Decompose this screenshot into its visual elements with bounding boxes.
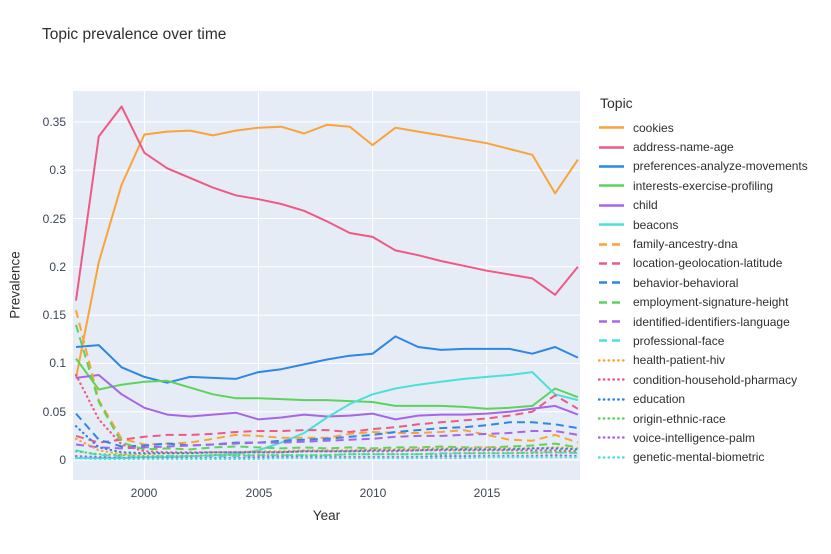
legend-label: professional-face xyxy=(633,333,725,348)
legend-label: interests-exercise-profiling xyxy=(633,178,774,193)
legend-item-behavior-behavioral[interactable]: behavior-behavioral xyxy=(598,273,828,292)
chart-title: Topic prevalence over time xyxy=(42,26,227,43)
legend-swatch-dot-icon xyxy=(598,397,625,401)
y-tick-label: 0.1 xyxy=(49,356,66,370)
legend-item-employment-signature-height[interactable]: employment-signature-height xyxy=(598,293,828,312)
legend-swatch-solid-icon xyxy=(599,165,624,168)
legend-label: condition-household-pharmacy xyxy=(633,372,798,387)
legend-item-health-patient-hiv[interactable]: health-patient-hiv xyxy=(598,351,828,370)
legend-item-cookies[interactable]: cookies xyxy=(598,118,828,137)
legend-item-condition-household-pharmacy[interactable]: condition-household-pharmacy xyxy=(598,370,828,389)
legend-label: cookies xyxy=(633,120,674,135)
legend-item-child[interactable]: child xyxy=(598,196,828,215)
legend-item-professional-face[interactable]: professional-face xyxy=(598,331,828,350)
legend-swatch-dot-icon xyxy=(598,456,625,459)
legend-swatch-solid-icon xyxy=(599,223,624,226)
legend-swatch-solid-icon xyxy=(599,184,624,188)
y-tick-label: 0.3 xyxy=(49,163,66,177)
x-axis-title: Year xyxy=(312,508,341,523)
plot-area[interactable] xyxy=(73,91,580,480)
y-tick-label: 0.35 xyxy=(42,115,66,129)
series-line-origin-ethnic-race xyxy=(74,450,579,458)
y-tick-label: 0.05 xyxy=(42,405,66,419)
legend-item-voice-intelligence-palm[interactable]: voice-intelligence-palm xyxy=(598,428,828,447)
legend-swatch-dash-icon xyxy=(599,301,624,304)
legend-items: cookies address-name-age preferences-analy… xyxy=(598,118,828,467)
legend-item-location-geolocation-latitude[interactable]: location-geolocation-latitude xyxy=(598,254,828,273)
legend-label: family-ancestry-dna xyxy=(633,237,738,252)
legend-label: location-geolocation-latitude xyxy=(633,256,783,271)
legend-item-address-name-age[interactable]: address-name-age xyxy=(598,137,828,156)
legend-label: origin-ethnic-race xyxy=(633,411,726,426)
plot-background xyxy=(73,91,580,480)
legend-swatch-dash-icon xyxy=(599,242,624,246)
legend-swatch-dash-icon xyxy=(599,262,624,265)
series-line-interests-exercise-profiling xyxy=(75,358,579,410)
y-tick-label: 0 xyxy=(59,453,66,467)
legend-label: child xyxy=(633,198,658,213)
legend-item-origin-ethnic-race[interactable]: origin-ethnic-race xyxy=(598,409,828,428)
legend-label: address-name-age xyxy=(633,140,734,155)
y-tick-label: 0.25 xyxy=(42,212,66,226)
series-line-behavior-behavioral xyxy=(75,412,579,448)
series-line-identified-identifiers-language xyxy=(75,430,579,450)
legend-swatch-dash-icon xyxy=(599,320,624,323)
legend-swatch-dot-icon xyxy=(598,436,625,440)
x-tick-label: 2005 xyxy=(245,486,273,500)
legend-item-preferences-analyze-movements[interactable]: preferences-analyze-movements xyxy=(598,157,828,176)
legend-label: genetic-mental-biometric xyxy=(633,450,765,465)
series-line-genetic-mental-biometric xyxy=(74,456,579,461)
legend-item-education[interactable]: education xyxy=(598,389,828,408)
legend-label: beacons xyxy=(633,217,679,232)
legend-swatch-dot-icon xyxy=(598,417,625,420)
y-tick-label: 0.15 xyxy=(42,308,66,322)
legend: Topic cookies address-name-age preferences… xyxy=(598,95,828,467)
legend-label: preferences-analyze-movements xyxy=(633,159,808,174)
legend-item-family-ancestry-dna[interactable]: family-ancestry-dna xyxy=(598,234,828,253)
series-line-location-geolocation-latitude xyxy=(75,394,579,444)
x-tick-label: 2000 xyxy=(130,486,158,500)
legend-swatch-dot-icon xyxy=(598,378,625,381)
legend-label: identified-identifiers-language xyxy=(633,314,790,329)
series-line-cookies xyxy=(75,123,579,379)
y-tick-label: 0.2 xyxy=(49,260,66,274)
legend-label: employment-signature-height xyxy=(633,295,789,310)
legend-label: health-patient-hiv xyxy=(633,353,726,368)
legend-title: Topic xyxy=(600,95,633,111)
series-line-education xyxy=(74,425,579,455)
legend-item-interests-exercise-profiling[interactable]: interests-exercise-profiling xyxy=(598,176,828,195)
series-line-address-name-age xyxy=(75,105,579,301)
legend-swatch-solid-icon xyxy=(599,145,624,149)
series-line-employment-signature-height xyxy=(75,324,579,451)
legend-swatch-dot-icon xyxy=(598,359,625,362)
y-axis-title: Prevalence xyxy=(7,251,23,319)
legend-item-genetic-mental-biometric[interactable]: genetic-mental-biometric xyxy=(598,448,828,467)
legend-swatch-solid-icon xyxy=(599,126,624,129)
legend-item-identified-identifiers-language[interactable]: identified-identifiers-language xyxy=(598,312,828,331)
legend-label: voice-intelligence-palm xyxy=(633,430,756,445)
legend-label: education xyxy=(633,392,686,407)
legend-item-beacons[interactable]: beacons xyxy=(598,215,828,234)
x-tick-label: 2015 xyxy=(473,486,501,500)
legend-swatch-solid-icon xyxy=(599,204,624,207)
legend-swatch-dash-icon xyxy=(599,339,624,343)
legend-swatch-dash-icon xyxy=(599,281,624,285)
legend-label: behavior-behavioral xyxy=(633,275,739,290)
x-tick-label: 2010 xyxy=(359,486,387,500)
